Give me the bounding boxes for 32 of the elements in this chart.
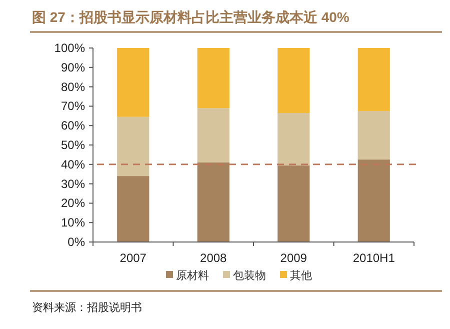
bar xyxy=(358,160,390,242)
x-tick-label: 2010H1 xyxy=(352,251,396,265)
x-tick-label: 2009 xyxy=(280,251,308,265)
y-tick-label: 100% xyxy=(54,41,86,55)
y-tick-label: 10% xyxy=(60,216,86,230)
legend-label: 包装物 xyxy=(233,269,266,282)
bar xyxy=(278,48,310,113)
bar xyxy=(278,165,310,242)
bar xyxy=(117,176,150,242)
y-tick-label: 0% xyxy=(68,235,86,249)
chart-title: 图 27：招股书显示原材料占比主营业务成本近 40% xyxy=(32,9,350,25)
y-tick-label: 70% xyxy=(60,99,86,114)
text: 资料来源：招股说明书 xyxy=(32,301,142,314)
y-tick-label: 60% xyxy=(60,118,86,133)
bar xyxy=(197,108,230,162)
bar xyxy=(117,48,150,117)
x-tick-label: 2008 xyxy=(200,251,228,265)
y-tick-label: 40% xyxy=(60,157,86,172)
y-tick-label: 30% xyxy=(60,176,86,191)
y-tick-label: 80% xyxy=(60,80,86,94)
y-tick-label: 50% xyxy=(60,138,86,152)
bar xyxy=(197,48,230,108)
y-tick-label: 90% xyxy=(60,60,86,74)
legend-label: 原材料 xyxy=(176,269,209,282)
bar xyxy=(358,48,390,112)
bar xyxy=(117,116,150,176)
bar xyxy=(278,112,310,166)
y-tick-label: 20% xyxy=(60,196,86,210)
bar xyxy=(197,162,230,242)
x-tick-label: 2007 xyxy=(120,251,147,265)
legend-label: 其他 xyxy=(290,269,312,282)
bar xyxy=(358,111,390,160)
